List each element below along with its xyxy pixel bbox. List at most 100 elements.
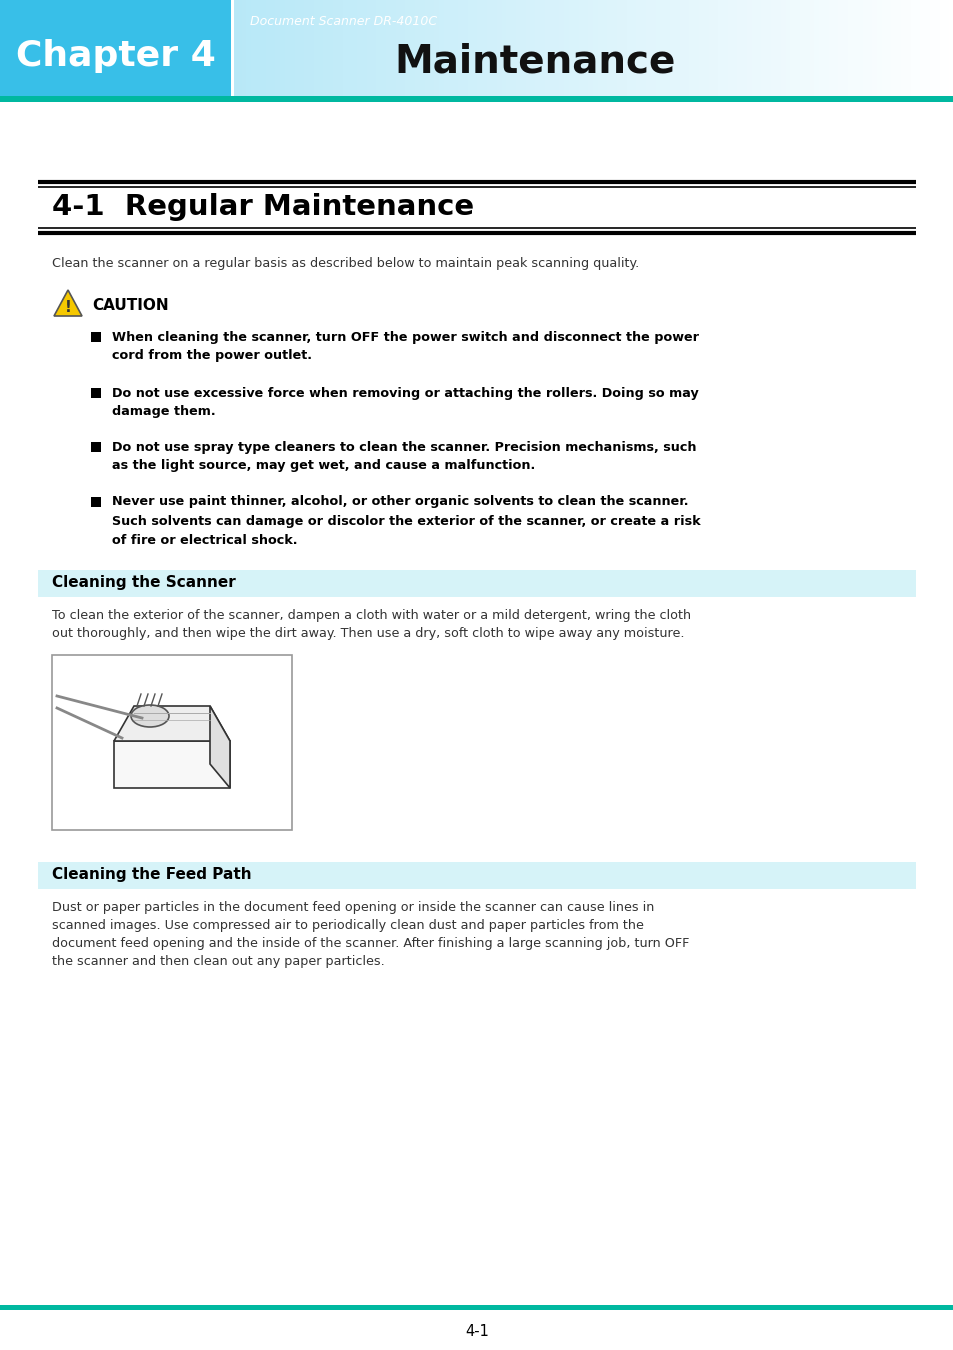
Bar: [948, 0, 953, 96]
Bar: [866, 0, 872, 96]
Bar: [255, 0, 261, 96]
Text: Clean the scanner on a regular basis as described below to maintain peak scannin: Clean the scanner on a regular basis as …: [52, 258, 639, 270]
Text: Cleaning the Feed Path: Cleaning the Feed Path: [52, 868, 252, 883]
Bar: [251, 0, 256, 96]
Bar: [809, 0, 814, 96]
Bar: [741, 0, 747, 96]
Bar: [410, 0, 415, 96]
Polygon shape: [113, 741, 230, 788]
Bar: [847, 0, 853, 96]
Text: 4-1: 4-1: [464, 1324, 489, 1339]
Text: Do not use excessive force when removing or attaching the rollers. Doing so may: Do not use excessive force when removing…: [112, 386, 698, 400]
Bar: [91, 497, 101, 508]
Bar: [438, 0, 444, 96]
Bar: [683, 0, 689, 96]
Bar: [323, 0, 329, 96]
Bar: [640, 0, 646, 96]
Text: out thoroughly, and then wipe the dirt away. Then use a dry, soft cloth to wipe : out thoroughly, and then wipe the dirt a…: [52, 628, 684, 640]
Bar: [376, 0, 381, 96]
Bar: [751, 0, 757, 96]
Bar: [462, 0, 468, 96]
Bar: [939, 0, 943, 96]
Bar: [492, 0, 497, 96]
Bar: [457, 0, 463, 96]
Bar: [554, 0, 559, 96]
Bar: [929, 0, 934, 96]
Bar: [664, 0, 670, 96]
Bar: [241, 0, 247, 96]
Bar: [789, 0, 795, 96]
Bar: [598, 0, 602, 96]
Text: Maintenance: Maintenance: [395, 42, 676, 81]
Text: To clean the exterior of the scanner, dampen a cloth with water or a mild deterg: To clean the exterior of the scanner, da…: [52, 609, 690, 622]
Bar: [901, 0, 905, 96]
Bar: [497, 0, 501, 96]
Bar: [525, 0, 531, 96]
Bar: [689, 0, 694, 96]
Bar: [260, 0, 266, 96]
Text: Do not use spray type cleaners to clean the scanner. Precision mechanisms, such: Do not use spray type cleaners to clean …: [112, 440, 696, 454]
Bar: [823, 0, 828, 96]
Bar: [780, 0, 785, 96]
Polygon shape: [54, 290, 82, 316]
Bar: [516, 0, 520, 96]
Bar: [372, 0, 376, 96]
Text: the scanner and then clean out any paper particles.: the scanner and then clean out any paper…: [52, 954, 384, 968]
Bar: [91, 387, 101, 398]
Text: Never use paint thinner, alcohol, or other organic solvents to clean the scanner: Never use paint thinner, alcohol, or oth…: [112, 495, 688, 509]
Bar: [607, 0, 612, 96]
Bar: [621, 0, 626, 96]
Text: When cleaning the scanner, turn OFF the power switch and disconnect the power: When cleaning the scanner, turn OFF the …: [112, 331, 699, 343]
Bar: [506, 0, 511, 96]
Bar: [631, 0, 637, 96]
Text: Dust or paper particles in the document feed opening or inside the scanner can c: Dust or paper particles in the document …: [52, 900, 654, 914]
Text: scanned images. Use compressed air to periodically clean dust and paper particle: scanned images. Use compressed air to pe…: [52, 918, 643, 932]
Bar: [381, 0, 386, 96]
Bar: [0, 96, 953, 103]
Bar: [366, 0, 372, 96]
Bar: [655, 0, 660, 96]
Bar: [727, 0, 732, 96]
Bar: [895, 0, 901, 96]
Bar: [674, 0, 679, 96]
Bar: [271, 0, 275, 96]
Bar: [347, 0, 353, 96]
Bar: [91, 332, 101, 342]
Bar: [804, 0, 809, 96]
Bar: [943, 0, 948, 96]
Bar: [266, 0, 271, 96]
Bar: [361, 0, 367, 96]
Bar: [530, 0, 536, 96]
Bar: [617, 0, 621, 96]
Polygon shape: [113, 706, 230, 741]
Bar: [713, 0, 718, 96]
Bar: [448, 0, 454, 96]
Bar: [38, 863, 915, 890]
Bar: [236, 0, 242, 96]
Text: Chapter 4: Chapter 4: [16, 39, 215, 73]
Bar: [405, 0, 410, 96]
Bar: [246, 0, 252, 96]
Bar: [472, 0, 477, 96]
Bar: [395, 0, 400, 96]
Bar: [915, 0, 920, 96]
Text: of fire or electrical shock.: of fire or electrical shock.: [112, 533, 297, 547]
Bar: [934, 0, 939, 96]
Bar: [573, 0, 578, 96]
Bar: [501, 0, 506, 96]
Bar: [578, 0, 583, 96]
Bar: [419, 0, 425, 96]
Bar: [881, 0, 886, 96]
Bar: [294, 0, 299, 96]
Bar: [424, 0, 430, 96]
Bar: [549, 0, 555, 96]
Bar: [511, 0, 516, 96]
Bar: [784, 0, 790, 96]
Bar: [699, 0, 703, 96]
Text: CAUTION: CAUTION: [91, 297, 169, 312]
Bar: [400, 0, 405, 96]
Text: Document Scanner DR-4010C: Document Scanner DR-4010C: [250, 15, 436, 27]
Bar: [588, 0, 593, 96]
Bar: [737, 0, 742, 96]
Bar: [876, 0, 882, 96]
